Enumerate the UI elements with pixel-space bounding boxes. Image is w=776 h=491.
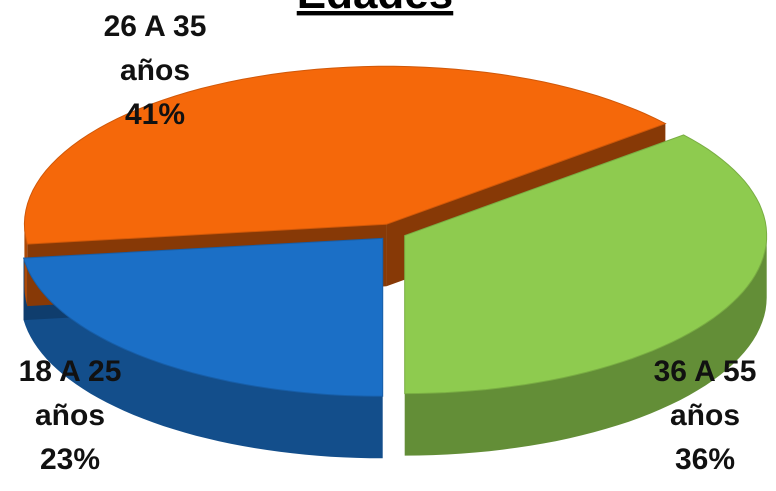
chart-title: Edades (297, 0, 454, 18)
percent-label: 23% (39, 443, 101, 476)
category-label: 36 A 55 años (653, 355, 757, 432)
data-label: 26 A 35 años 41% (80, 5, 230, 137)
slice-side (404, 235, 767, 456)
data-label: 36 A 55 años 36% (630, 350, 776, 482)
slice-side (23, 258, 383, 459)
slice (404, 134, 768, 395)
percent-label: 41% (124, 98, 186, 131)
data-label: 18 A 25 años 23% (0, 350, 145, 482)
category-label: 18 A 25 años (18, 355, 122, 432)
slice (22, 237, 384, 397)
slice (23, 65, 667, 245)
percent-label: 36% (674, 443, 736, 476)
category-label: 26 A 35 años (103, 10, 207, 87)
